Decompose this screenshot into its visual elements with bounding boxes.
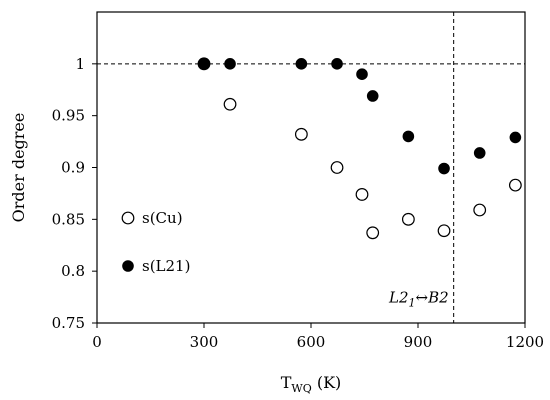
annotation-part-2: ↔B2 [416,288,449,306]
y-tick-label: 0.95 [52,107,85,125]
data-point-s-l21 [224,58,236,70]
data-point-s-cu [366,226,380,240]
phase-transition-annotation: L21↔B2 [388,288,449,309]
data-point-s-l21 [198,58,210,70]
legend-marker-s-l21 [122,260,134,272]
x-tick-label: 1200 [506,333,544,351]
y-tick-label: 0.75 [52,314,85,332]
x-axis-title-main: T [281,373,292,392]
y-tick-label: 0.85 [52,210,85,228]
x-tick-label: 0 [92,333,102,351]
legend-label-s-l21: s(L21) [142,257,190,275]
data-point-s-cu [401,212,415,226]
data-point-s-cu [330,161,344,174]
data-point-s-cu [508,178,522,192]
y-axis-title: Order degree [9,113,28,223]
x-tick-label: 600 [297,333,326,351]
y-tick-label: 0.8 [61,262,85,280]
data-point-s-l21 [402,130,415,143]
data-point-s-cu [355,188,369,201]
data-point-s-l21 [509,131,522,144]
legend-label-s-cu: s(Cu) [142,209,183,227]
data-point-s-l21 [295,58,308,70]
x-axis-title-subscript: WQ [291,382,311,395]
x-axis-title: TWQ (K) [281,373,342,395]
y-tick-label: 0.9 [61,159,85,177]
x-axis-title-unit: (K) [312,373,342,392]
data-point-s-cu [437,224,451,238]
annotation-part-1: L2 [388,288,409,306]
x-tick-label: 900 [404,333,433,351]
data-point-s-l21 [438,162,450,175]
data-point-s-cu [473,203,487,217]
x-tick-label: 300 [190,333,219,351]
legend-marker-s-cu [121,211,135,225]
annotation-subscript: 1 [409,296,416,309]
data-point-s-l21 [331,58,343,70]
y-tick-label: 1 [75,55,85,73]
data-point-s-l21 [366,90,379,102]
plot-frame [96,11,526,324]
data-point-s-l21 [356,68,368,80]
data-point-s-cu [294,127,308,141]
data-point-s-l21 [473,147,486,159]
data-point-s-cu [223,97,237,111]
